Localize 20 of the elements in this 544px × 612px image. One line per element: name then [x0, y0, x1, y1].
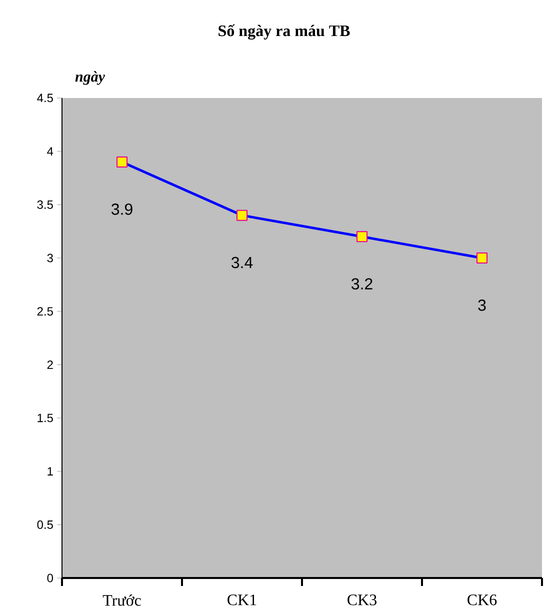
- y-tick-label: 2.5: [37, 307, 53, 316]
- y-tick-label: 1: [48, 467, 53, 476]
- x-tick-label: CK1: [228, 594, 256, 606]
- y-tick-label: 4: [47, 147, 54, 156]
- chart-title: Số ngày ra máu TB: [218, 24, 350, 40]
- data-label: 3.4: [231, 256, 253, 268]
- y-tick-label: 3: [47, 254, 53, 262]
- data-label: 3.2: [351, 278, 372, 290]
- y-tick-label: 0: [47, 574, 54, 582]
- data-label: 3: [478, 300, 486, 311]
- y-tick-label: 1.5: [38, 414, 53, 422]
- data-label: 3.9: [111, 204, 132, 215]
- x-tick-label: CK6: [468, 594, 497, 606]
- x-tick-label: Trước: [102, 594, 141, 606]
- y-axis-title: ngày: [75, 71, 106, 85]
- y-tick-label: 3.5: [37, 200, 53, 209]
- y-tick-label: 4.5: [37, 94, 53, 102]
- y-tick-label: 0.5: [37, 520, 53, 529]
- x-tick-label: CK3: [348, 594, 376, 606]
- y-tick-label: 2: [47, 360, 53, 369]
